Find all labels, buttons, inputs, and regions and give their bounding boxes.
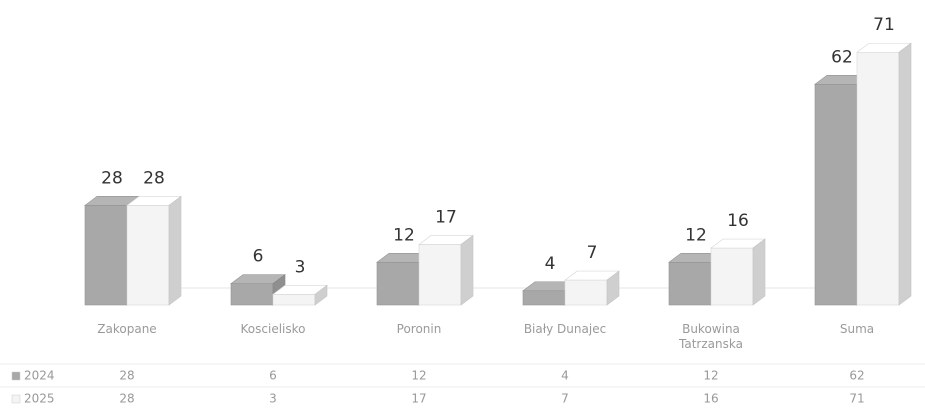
data-label: 28 (143, 168, 165, 188)
legend-swatch (11, 371, 21, 381)
data-label: 62 (831, 47, 853, 67)
bar-side (606, 270, 620, 306)
bar-front (856, 51, 900, 306)
bar-front (710, 247, 754, 306)
data-label: 6 (253, 247, 264, 267)
bar-front (272, 294, 316, 306)
table-value: 28 (119, 392, 134, 406)
bar-front (126, 205, 170, 306)
bar-front (418, 244, 462, 306)
table-value: 4 (561, 369, 569, 383)
legend-label: 2025 (24, 392, 55, 406)
data-label: 16 (727, 211, 749, 231)
x-tick-label: Biały Dunajec (523, 322, 607, 336)
data-label: 4 (545, 254, 556, 274)
bar-front (564, 279, 608, 306)
bar-side (168, 195, 182, 306)
bar-front (668, 261, 712, 306)
table-value: 3 (269, 392, 277, 406)
x-tick-label: Bukowina Tatrzanska (679, 322, 743, 351)
bar-side (752, 238, 766, 306)
data-label: 28 (101, 168, 123, 188)
table-value: 12 (411, 369, 426, 383)
bar-front (814, 83, 858, 306)
table-value: 6 (269, 369, 277, 383)
bar-front (522, 290, 566, 306)
legend-label: 2024 (24, 369, 55, 383)
legend-swatch (11, 394, 21, 404)
data-label: 3 (295, 257, 306, 277)
table-value: 28 (119, 369, 134, 383)
data-label: 71 (873, 15, 895, 35)
table-value: 17 (411, 392, 426, 406)
table-value: 12 (703, 369, 718, 383)
data-label: 17 (435, 207, 457, 227)
x-tick-label: Poronin (396, 322, 442, 336)
table-value: 7 (561, 392, 569, 406)
data-label: 12 (685, 225, 707, 245)
bar-front (84, 205, 128, 306)
bar-side (898, 42, 912, 306)
table-value: 62 (849, 369, 864, 383)
bar-front (230, 283, 274, 306)
bar-side (314, 284, 328, 306)
table-value: 71 (849, 392, 864, 406)
data-label: 12 (393, 225, 415, 245)
x-tick-label: Suma (839, 322, 875, 336)
x-tick-label: Koscielisko (240, 322, 306, 336)
bar-front (376, 261, 420, 306)
data-label: 7 (587, 243, 598, 263)
table-value: 16 (703, 392, 718, 406)
bar-side (460, 234, 474, 306)
x-tick-label: Zakopane (97, 322, 157, 336)
